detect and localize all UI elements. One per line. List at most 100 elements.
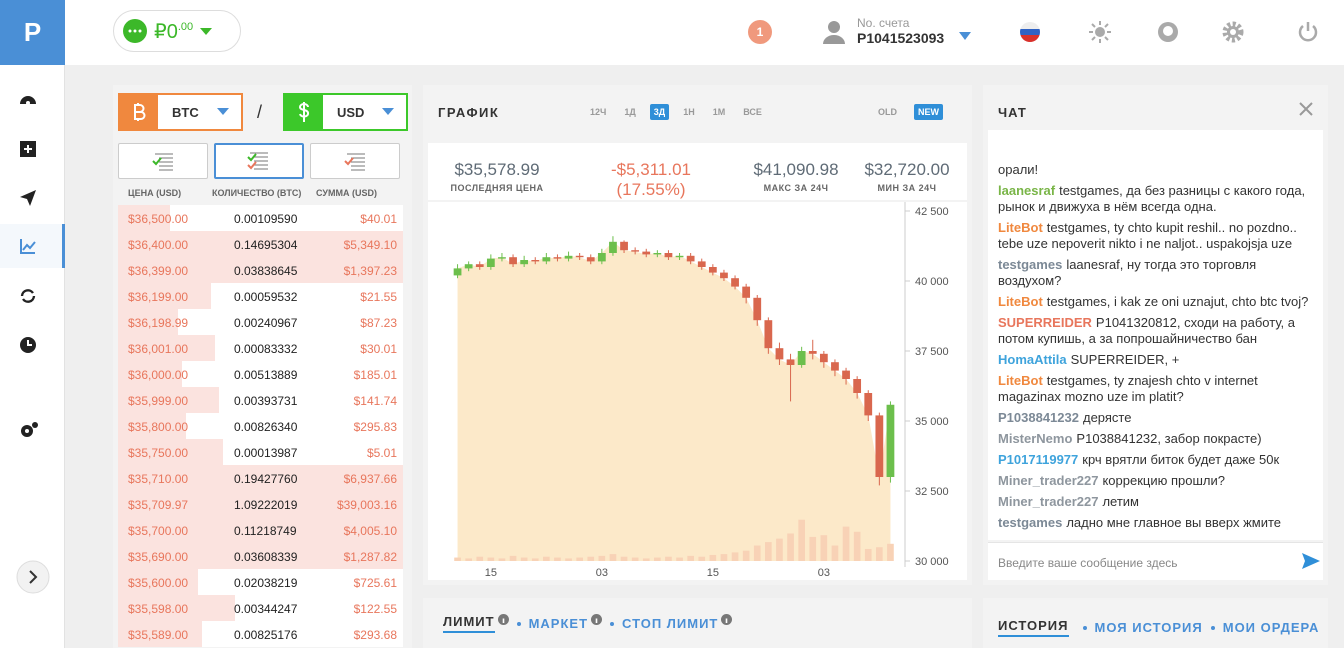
amount: 0.00240967 — [234, 316, 298, 330]
chat-user[interactable]: LiteBot — [998, 220, 1043, 235]
stat-value: $35,578.99 — [454, 160, 540, 179]
order-row[interactable]: $36,500.00 0.00109590 $40.01 — [118, 205, 403, 231]
y-tick-label: 32 500 — [915, 486, 949, 498]
old-chart[interactable]: OLD — [878, 107, 897, 117]
account-arrow[interactable] — [959, 32, 971, 40]
volume-bar — [487, 557, 495, 561]
support-icon[interactable] — [1156, 20, 1180, 44]
order-row[interactable]: $36,400.00 0.14695304 $5,349.10 — [118, 231, 403, 257]
order-row[interactable]: $35,700.00 0.11218749 $4,005.10 — [118, 517, 403, 543]
candle-body — [686, 255, 695, 262]
chat-close[interactable] — [1298, 101, 1314, 117]
timeframe[interactable]: 3Д — [649, 104, 670, 120]
nav-settings[interactable] — [18, 420, 40, 440]
amount: 1.09222019 — [234, 498, 298, 512]
timeframe[interactable]: 12Ч — [590, 107, 607, 117]
order-row[interactable]: $36,001.00 0.00083332 $30.01 — [118, 335, 403, 361]
total: $295.83 — [353, 420, 397, 434]
balance-pill[interactable]: ₽0 .00 — [113, 10, 241, 52]
chat-user[interactable]: testgames — [998, 257, 1063, 272]
order-row[interactable]: $35,710.00 0.19427760 $6,937.66 — [118, 465, 403, 491]
chat-user[interactable]: P1017119977 — [998, 452, 1079, 467]
stat: $35,578.99 ПОСЛЕДНЯЯ ЦЕНА — [432, 160, 562, 193]
expand-button[interactable] — [16, 560, 50, 594]
view-sell[interactable] — [214, 143, 304, 179]
candle-body — [675, 255, 684, 258]
chat-user[interactable]: laanesraf — [998, 183, 1056, 198]
logo[interactable]: P — [0, 0, 65, 65]
volume-bar — [709, 554, 717, 561]
total: $293.68 — [353, 628, 397, 642]
chat-messages: орали! laanesraf testgames, да без разницы… — [998, 136, 1320, 536]
view-buy[interactable] — [310, 143, 400, 179]
order-row[interactable]: $36,399.00 0.03838645 $1,397.23 — [118, 257, 403, 283]
chat-user[interactable]: P1038841232 — [998, 410, 1079, 425]
account-number[interactable]: P1041523093 — [857, 30, 945, 46]
send-button[interactable] — [1301, 552, 1321, 570]
volume-bar — [565, 558, 572, 561]
nav-dashboard[interactable] — [18, 90, 38, 110]
order-row[interactable]: $35,600.00 0.02038219 $725.61 — [118, 569, 403, 595]
candle-body — [631, 250, 640, 252]
stat-value: $41,090.98 — [753, 160, 839, 179]
view-both[interactable] — [118, 143, 208, 179]
order-row[interactable]: $35,690.00 0.03608339 $1,287.82 — [118, 543, 403, 569]
settings-icon[interactable] — [1221, 20, 1245, 44]
candle-body — [498, 257, 506, 259]
nav-exchange[interactable] — [18, 286, 38, 306]
volume-bar — [687, 555, 694, 561]
language-flag[interactable] — [1019, 22, 1041, 42]
timeframe[interactable]: ВСЕ — [743, 107, 762, 117]
timeframe[interactable]: 1Н — [683, 107, 695, 117]
chat-user[interactable]: LiteBot — [998, 294, 1043, 309]
timeframe[interactable]: 1М — [712, 107, 726, 117]
tab[interactable]: СТОП ЛИМИТ — [622, 616, 719, 631]
amount: 0.00393731 — [234, 394, 298, 408]
chat-user[interactable]: HomaAttila — [998, 352, 1067, 367]
chat-user[interactable]: SUPERREIDER — [998, 315, 1092, 330]
new-chart[interactable]: NEW — [914, 104, 943, 120]
order-row[interactable]: $35,750.00 0.00013987 $5.01 — [118, 439, 403, 465]
logout-icon[interactable] — [1296, 20, 1320, 44]
tab[interactable]: МОИ ОРДЕРА — [1222, 620, 1320, 635]
price: $36,399.00 — [128, 264, 189, 278]
theme-toggle[interactable] — [1088, 20, 1112, 44]
nav-history[interactable] — [18, 335, 38, 355]
order-row[interactable]: $36,199.00 0.00059532 $21.55 — [118, 283, 403, 309]
y-tick-label: 40 000 — [915, 276, 949, 288]
tab[interactable]: ЛИМИТ — [443, 614, 495, 633]
nav-send[interactable] — [18, 188, 38, 208]
amount: 0.02038219 — [234, 576, 298, 590]
timeframe[interactable]: 1Д — [624, 107, 636, 117]
order-row[interactable]: $36,198.99 0.00240967 $87.23 — [118, 309, 403, 335]
order-row[interactable]: $35,589.00 0.00825176 $293.68 — [118, 621, 403, 647]
stat-value: -$5,311.01 (17.55%) — [610, 160, 692, 199]
order-row[interactable]: $35,999.00 0.00393731 $141.74 — [118, 387, 403, 413]
chat-user[interactable]: Miner_trader227 — [998, 473, 1099, 488]
tab[interactable]: МАРКЕТ — [528, 616, 589, 631]
chat-input[interactable] — [988, 542, 1323, 580]
tab[interactable]: ИСТОРИЯ — [998, 618, 1069, 637]
quote-selector[interactable]: USD — [283, 93, 408, 131]
nav-add[interactable] — [18, 139, 38, 159]
price: $35,598.00 — [128, 602, 189, 616]
candle-body — [875, 415, 884, 477]
nav-chart[interactable] — [18, 236, 38, 256]
user-icon — [823, 21, 845, 44]
tab[interactable]: МОЯ ИСТОРИЯ — [1094, 620, 1203, 635]
chat-user[interactable]: LiteBot — [998, 373, 1043, 388]
chat-user[interactable]: Miner_trader227 — [998, 494, 1099, 509]
order-row[interactable]: $35,800.00 0.00826340 $295.83 — [118, 413, 403, 439]
base-selector[interactable]: BTC — [118, 93, 243, 131]
order-row[interactable]: $35,709.97 1.09222019 $39,003.16 — [118, 491, 403, 517]
chat-user[interactable]: MisterNemo — [998, 431, 1073, 446]
order-row[interactable]: $35,598.00 0.00344247 $122.55 — [118, 595, 403, 621]
chat-user[interactable]: testgames — [998, 515, 1063, 530]
volume-bar — [765, 542, 772, 561]
notification-badge[interactable]: 1 — [748, 20, 772, 44]
candle-body — [453, 268, 462, 276]
price: $36,000.00 — [128, 368, 189, 382]
volume-bar — [864, 548, 872, 561]
candle-body — [864, 393, 873, 416]
order-row[interactable]: $36,000.00 0.00513889 $185.01 — [118, 361, 403, 387]
